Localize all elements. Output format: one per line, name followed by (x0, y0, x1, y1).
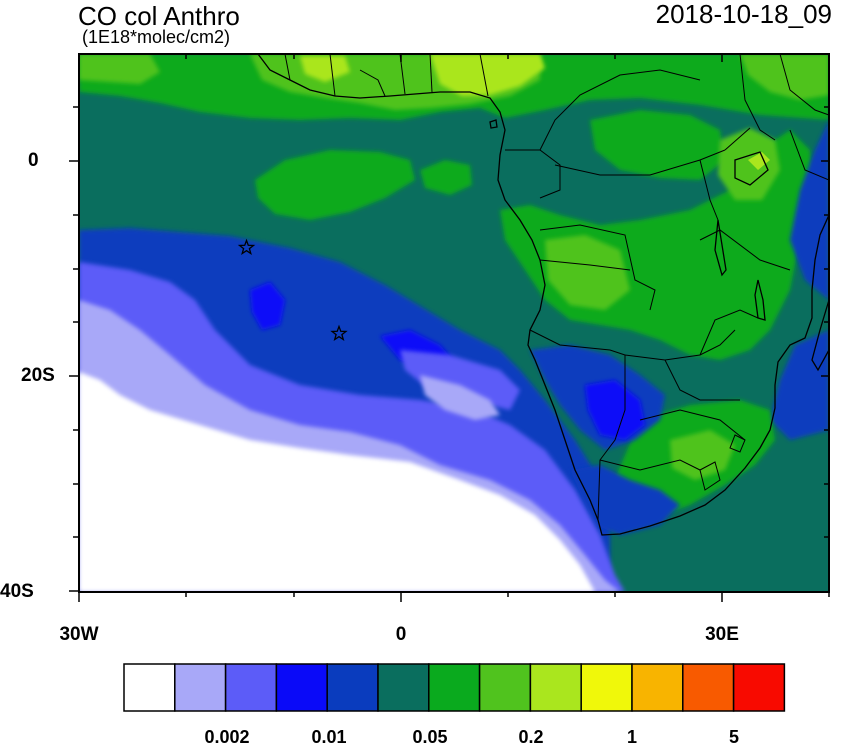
field-sa-lightgreen (670, 430, 735, 480)
colorbar-box (174, 663, 227, 712)
colorbar-box (428, 663, 481, 712)
field-lime-sahel (300, 56, 350, 82)
colorbar-label: 0.05 (412, 727, 448, 747)
madagascar-outline (811, 299, 829, 372)
x-tick-label: 0 (395, 624, 407, 645)
x-tick-label: 30E (705, 624, 739, 645)
units-label: (1E18*molec/cm2) (82, 27, 231, 47)
lake-tanganyika (714, 219, 727, 277)
colorbar-box (224, 663, 278, 712)
plot-frame (78, 53, 830, 593)
field-ea-lime (748, 152, 770, 170)
colorbar-label: 0.002 (204, 727, 250, 747)
field-ocean-brightblue (250, 282, 285, 330)
colorbar-box (275, 663, 328, 712)
colorbar-box (123, 663, 176, 712)
colorbar-box (682, 663, 735, 712)
axis-ticks (69, 54, 830, 602)
field-central-lightgreen (545, 235, 630, 310)
field-ocean-green2 (420, 160, 472, 195)
field-ne-lightgreen (740, 54, 829, 100)
colorbar-label: 0.01 (311, 727, 347, 747)
colorbar-box (478, 663, 532, 712)
field-lime (430, 54, 545, 96)
colorbar-box (631, 663, 684, 712)
colorbar-box (377, 663, 430, 712)
field-ocean-lightblue2 (420, 375, 500, 420)
valid-time: 2018-10-18_09 (655, 0, 832, 29)
field-west-green (79, 54, 160, 84)
star-markers (237, 238, 348, 341)
colorbar-box (732, 663, 786, 712)
y-tick-label: 40S (0, 581, 34, 602)
bioko (489, 119, 498, 129)
africa-coastline (257, 54, 829, 536)
colorbar (123, 663, 786, 712)
colorbar-label: 0.2 (518, 727, 544, 747)
star-marker (330, 324, 348, 341)
lake-malawi (754, 279, 766, 321)
colorbar-box (529, 663, 582, 712)
coastlines (257, 54, 829, 536)
y-tick-label: 0 (28, 150, 39, 171)
y-tick-label: 20S (21, 365, 55, 386)
field-ocean-midblue2 (400, 350, 520, 410)
country-borders (284, 54, 829, 521)
colorbar-box (326, 663, 379, 712)
colorbar-label: 5 (728, 727, 740, 747)
star-marker (237, 238, 256, 255)
field-east-blue2 (770, 330, 829, 440)
field-east-blue (790, 120, 829, 300)
colorbar-label: 1 (626, 727, 638, 747)
colorbar-box (580, 663, 633, 712)
field-ocean-white (79, 372, 595, 592)
plot-title: CO col Anthro (78, 1, 240, 31)
x-tick-label: 30W (59, 624, 99, 645)
lake-victoria (734, 151, 769, 186)
field-namibia-brightblue (585, 380, 645, 440)
co-field (79, 54, 829, 592)
field-east-lightgreen (718, 128, 780, 200)
field-ocean-green (255, 150, 415, 220)
